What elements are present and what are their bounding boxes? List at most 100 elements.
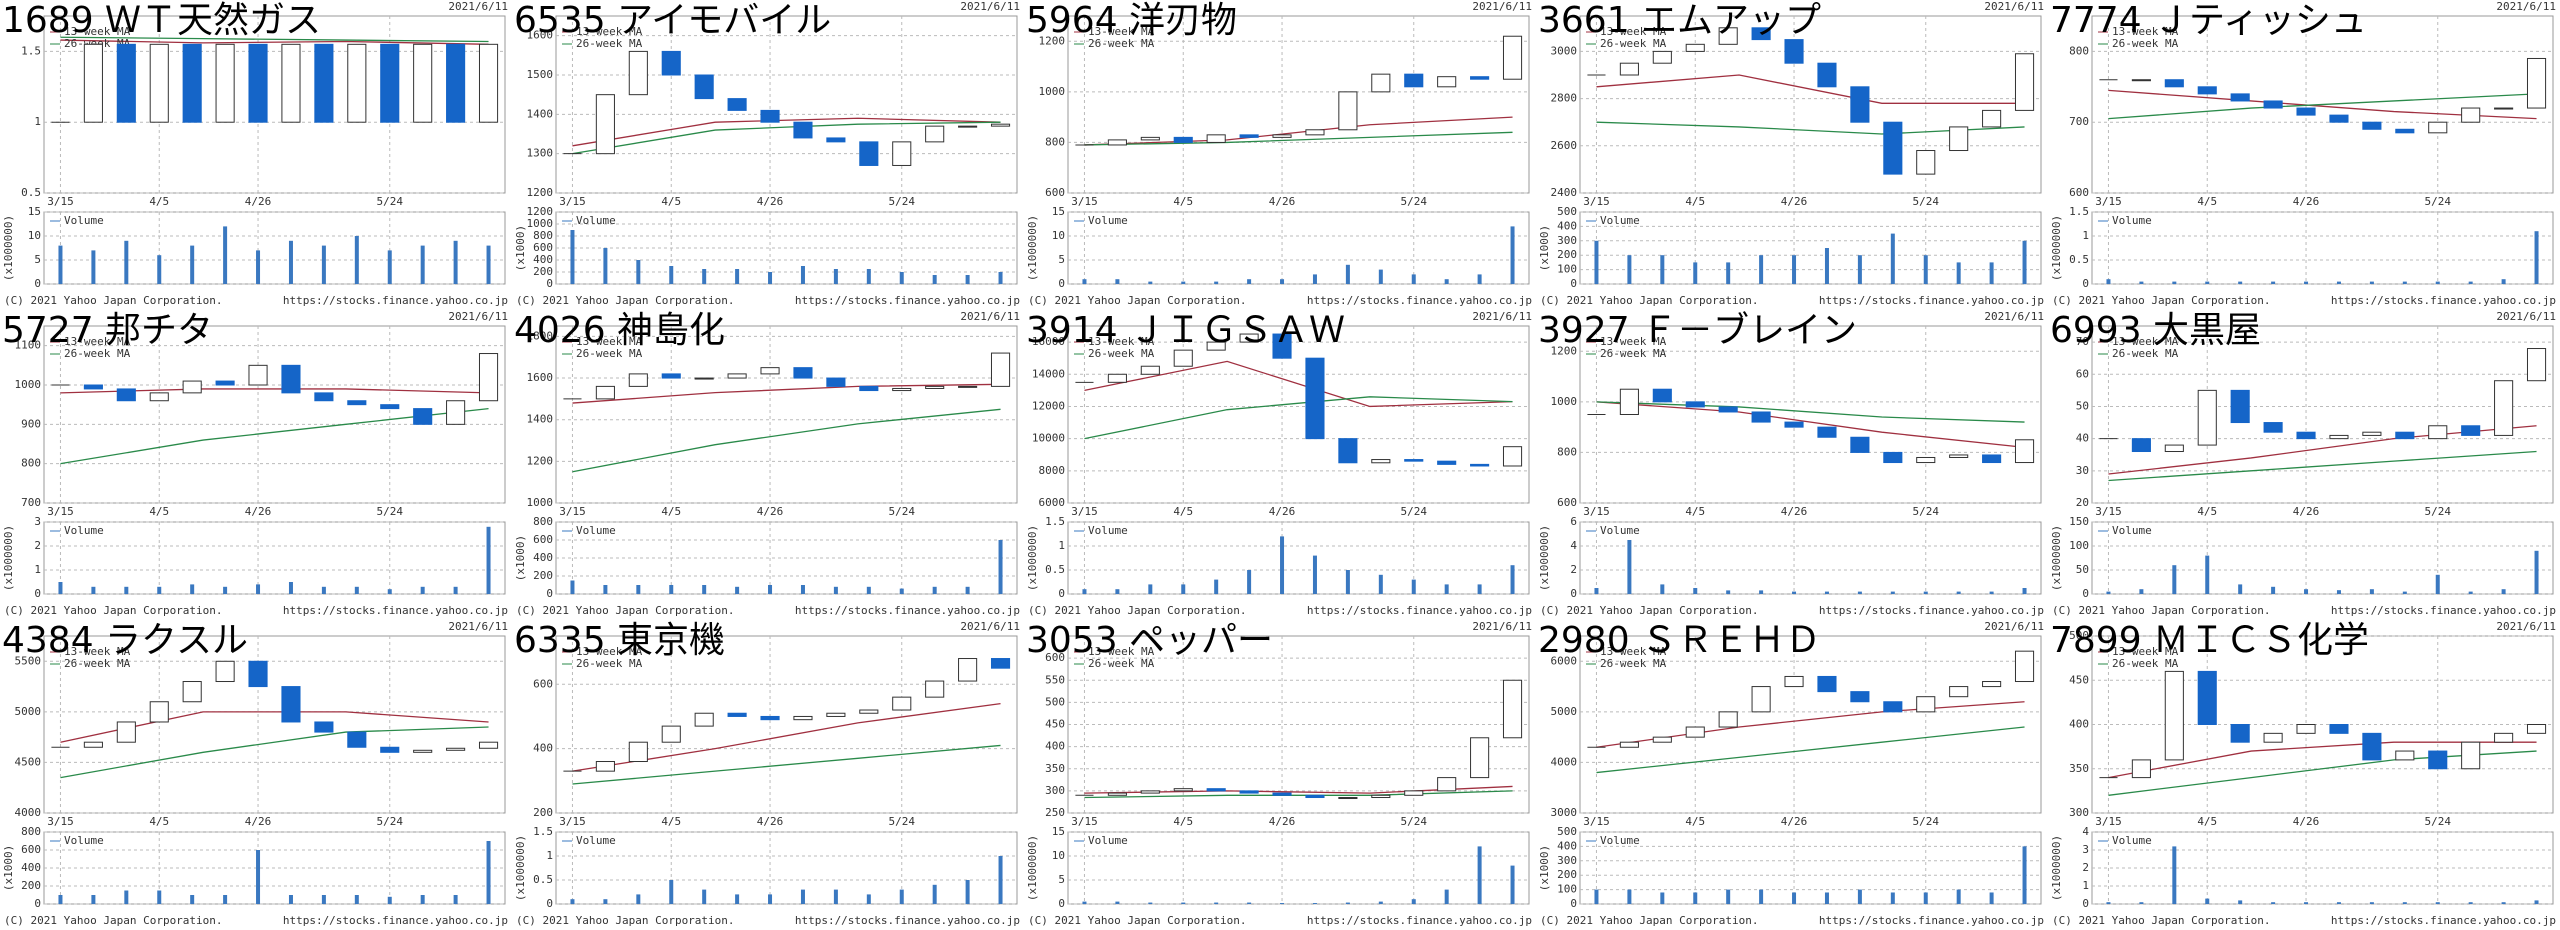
volume-bar (1726, 889, 1731, 904)
candle (478, 353, 499, 402)
volume-bar (1280, 279, 1285, 284)
x-tick-label: 3/15 (1071, 815, 1098, 828)
volume-bar (2336, 902, 2341, 904)
stock-panel: 1200130014001500160002004006008001000120… (514, 0, 1020, 307)
chart-title: 3914 ＪＩＧＳＡＷ (1026, 310, 1345, 351)
ma-legend: 13-week MA (576, 645, 643, 658)
candle (1502, 446, 1523, 467)
candle (760, 109, 780, 123)
volume-frame (43, 521, 506, 595)
volume-bar (1890, 591, 1895, 594)
candle (380, 404, 400, 410)
source-url: https://stocks.finance.yahoo.co.jp (1307, 294, 1532, 307)
candle (2395, 750, 2415, 761)
chart-date: 2021/6/11 (1472, 0, 1532, 13)
ma-legend: 13-week MA (64, 335, 131, 348)
volume-tick-label: 0 (34, 587, 41, 600)
x-tick-label: 3/15 (559, 815, 586, 828)
volume-bar (2139, 281, 2144, 284)
candle (925, 680, 945, 698)
ma-legend: 13-week MA (2112, 25, 2179, 38)
candle (1140, 365, 1160, 375)
volume-bar (1594, 889, 1599, 904)
candle (1751, 27, 1771, 41)
volume-bar (2238, 584, 2243, 594)
candle (826, 137, 846, 143)
candle (826, 377, 846, 387)
chart-title: 3927 Ｆ－ブレイン (1538, 310, 1857, 351)
candle (1817, 675, 1837, 693)
volume-tick-label: 3 (2082, 843, 2089, 856)
chart-date: 2021/6/11 (1472, 620, 1532, 633)
volume-bar (1824, 591, 1829, 594)
volume-bar (1082, 279, 1087, 284)
chart-title: 2980 ＳＲＥＨＤ (1538, 620, 1821, 661)
y-tick-label: 50 (2076, 399, 2089, 412)
volume-bar (1477, 846, 1482, 904)
volume-bar (570, 230, 575, 284)
volume-bar (157, 255, 162, 284)
volume-tick-label: 4 (2082, 825, 2089, 838)
candle (116, 43, 136, 123)
volume-bar (603, 248, 608, 284)
x-tick-label: 4/26 (1781, 505, 1808, 518)
volume-bar (223, 226, 228, 284)
volume-bar (1857, 889, 1862, 904)
candle (1949, 686, 1969, 698)
candle (1652, 388, 1672, 403)
y-tick-label: 1600 (527, 371, 554, 384)
volume-frame (1579, 831, 2042, 905)
ma-legend: 26-week MA (576, 657, 643, 670)
volume-bar (2501, 279, 2506, 284)
volume-bar (1082, 901, 1087, 904)
candle (248, 660, 268, 688)
candle (1371, 794, 1391, 799)
ma-line (1596, 74, 2025, 104)
volume-tick-label: 500 (1557, 205, 1577, 218)
volume-bar (2468, 281, 2473, 284)
chart-title: 7774 Ｊティッシュ (2050, 0, 2367, 41)
volume-frame (1067, 831, 1530, 905)
volume-tick-label: 200 (533, 569, 553, 582)
copyright: (C) 2021 Yahoo Japan Corporation. (1540, 604, 1759, 617)
y-tick-label: 600 (533, 677, 553, 690)
candle (2296, 724, 2316, 734)
volume-tick-label: 15 (1052, 205, 1065, 218)
y-tick-label: 1000 (1039, 85, 1066, 98)
volume-bar (1956, 591, 1961, 594)
candle (2329, 114, 2349, 123)
volume-tick-label: 300 (1557, 234, 1577, 247)
volume-bar (2304, 589, 2309, 594)
x-tick-label: 5/24 (1401, 505, 1428, 518)
candle (958, 125, 978, 128)
ma-line (2108, 450, 2537, 482)
x-tick-label: 4/26 (1781, 815, 1808, 828)
chart-title: 6335 東京機 (514, 620, 725, 661)
x-tick-label: 4/5 (149, 505, 169, 518)
volume-bar (2336, 281, 2341, 284)
volume-tick-label: 1.5 (1045, 515, 1065, 528)
candle (2329, 724, 2349, 734)
source-url: https://stocks.finance.yahoo.co.jp (795, 294, 1020, 307)
volume-bar (1082, 589, 1087, 594)
volume-bar (735, 894, 740, 904)
x-tick-label: 5/24 (377, 815, 404, 828)
candle (2428, 750, 2448, 770)
volume-bar (1792, 255, 1797, 284)
y-tick-label: 900 (21, 417, 41, 430)
x-tick-label: 4/5 (149, 195, 169, 208)
x-tick-label: 4/5 (1685, 505, 1705, 518)
candle (2230, 93, 2250, 102)
candle (347, 731, 367, 748)
volume-tick-label: 800 (533, 515, 553, 528)
candle (694, 74, 714, 100)
chart-date: 2021/6/11 (448, 310, 508, 323)
y-tick-label: 1200 (1551, 344, 1578, 357)
volume-tick-label: 100 (1557, 263, 1577, 276)
candle (2197, 670, 2217, 726)
volume-bar (2369, 589, 2374, 594)
volume-bar (735, 269, 740, 284)
y-tick-label: 16000 (1032, 335, 1065, 348)
candle (1107, 139, 1127, 146)
volume-bar (1444, 584, 1449, 594)
